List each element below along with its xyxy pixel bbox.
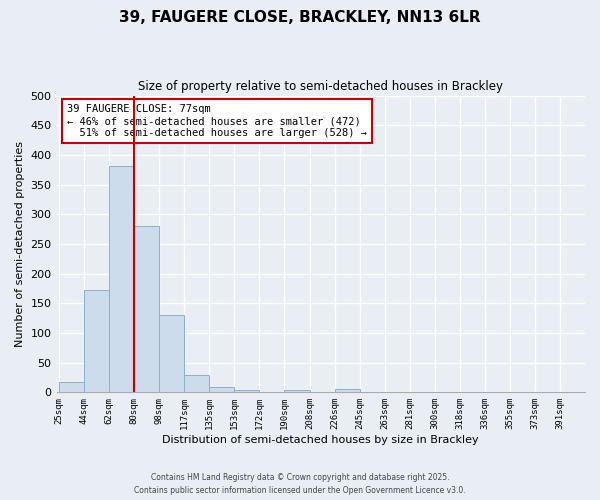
- Bar: [59, 382, 84, 392]
- Title: Size of property relative to semi-detached houses in Brackley: Size of property relative to semi-detach…: [138, 80, 503, 93]
- Text: Contains HM Land Registry data © Crown copyright and database right 2025.
Contai: Contains HM Land Registry data © Crown c…: [134, 474, 466, 495]
- Bar: [109, 166, 134, 392]
- Text: 39 FAUGERE CLOSE: 77sqm
← 46% of semi-detached houses are smaller (472)
  51% of: 39 FAUGERE CLOSE: 77sqm ← 46% of semi-de…: [67, 104, 367, 138]
- Bar: [209, 387, 235, 392]
- X-axis label: Distribution of semi-detached houses by size in Brackley: Distribution of semi-detached houses by …: [163, 435, 479, 445]
- Bar: [335, 390, 359, 392]
- Bar: [284, 390, 310, 392]
- Bar: [134, 226, 159, 392]
- Bar: [84, 290, 109, 392]
- Text: 39, FAUGERE CLOSE, BRACKLEY, NN13 6LR: 39, FAUGERE CLOSE, BRACKLEY, NN13 6LR: [119, 10, 481, 25]
- Y-axis label: Number of semi-detached properties: Number of semi-detached properties: [15, 141, 25, 347]
- Bar: [159, 315, 184, 392]
- Bar: [235, 390, 259, 392]
- Bar: [184, 375, 209, 392]
